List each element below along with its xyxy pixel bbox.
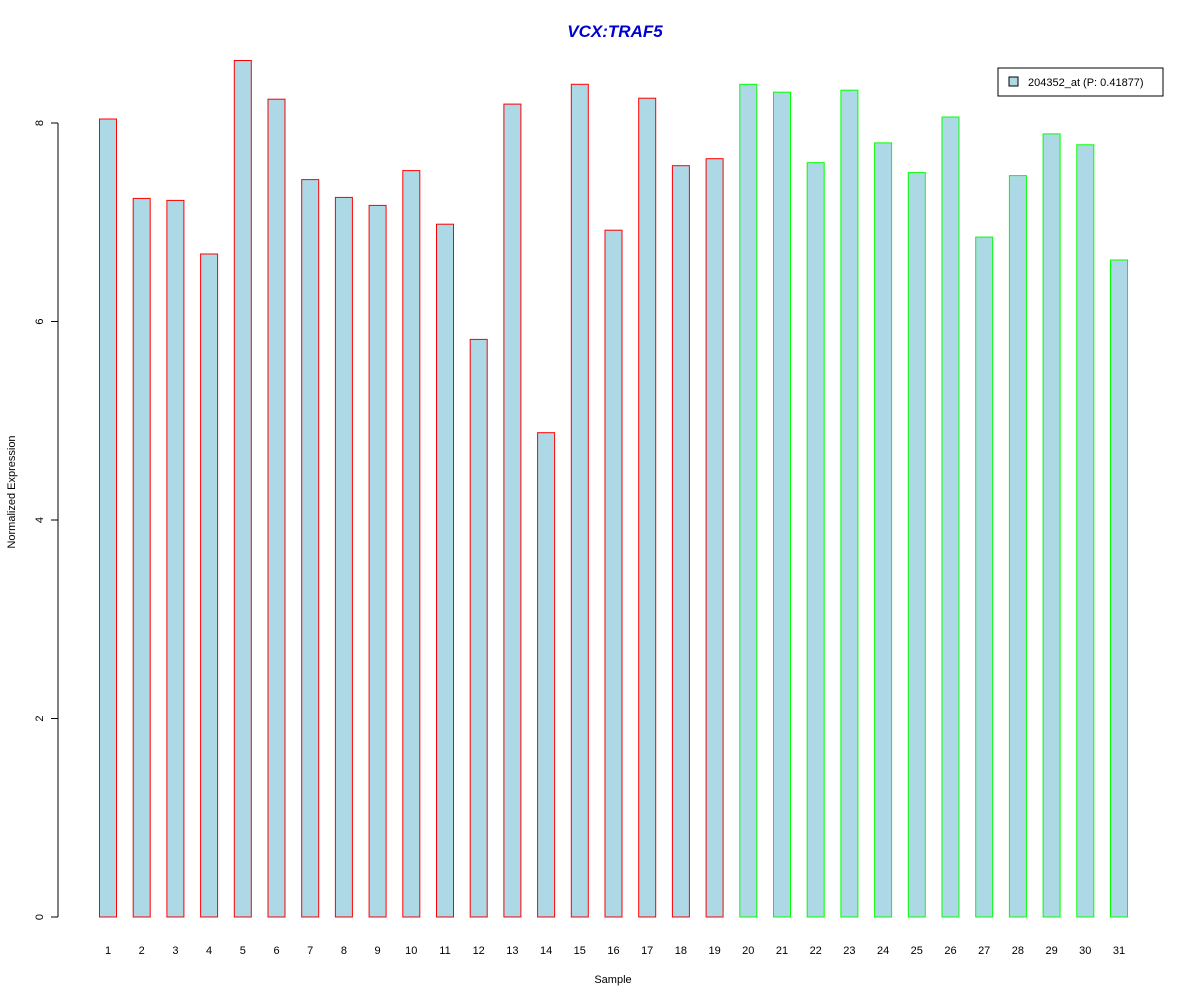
y-axis: 0 2 4 6 8: [34, 120, 59, 920]
x-tick-label: 9: [375, 945, 381, 957]
bar-sample-10: [402, 170, 421, 918]
x-tick-label: 15: [574, 945, 586, 957]
x-tick-label: 28: [1012, 945, 1024, 957]
bar-sample-4: [200, 253, 219, 918]
x-tick-label: 16: [607, 945, 619, 957]
x-tick-label: 13: [506, 945, 518, 957]
x-tick-label: 12: [473, 945, 485, 957]
x-tick-label: 14: [540, 945, 552, 957]
x-tick-label: 19: [708, 945, 720, 957]
bar-sample-17: [638, 97, 657, 918]
x-tick-label: 24: [877, 945, 889, 957]
bar-sample-27: [975, 236, 994, 918]
x-tick-label: 31: [1113, 945, 1125, 957]
x-tick-label: 17: [641, 945, 653, 957]
bar-sample-15: [570, 83, 589, 918]
x-tick-label: 18: [675, 945, 687, 957]
x-tick-label: 21: [776, 945, 788, 957]
x-tick-label: 10: [405, 945, 417, 957]
bar-sample-6: [267, 98, 286, 918]
bar-sample-19: [705, 158, 724, 918]
legend-swatch: [1008, 76, 1019, 87]
x-tick-label: 5: [240, 945, 246, 957]
x-tick-labels: 1 2 3 4 5 6 7 8 9 10 11 12 13 14 15 16 17 18 19 20 21 22 23 24 2…: [105, 945, 1125, 957]
x-tick-label: 23: [843, 945, 855, 957]
x-tick-label: 4: [206, 945, 212, 957]
legend: 204352_at (P: 0.41877): [997, 67, 1164, 97]
bar-sample-3: [166, 199, 185, 918]
bar-sample-16: [604, 229, 623, 918]
bar-sample-20: [739, 83, 758, 918]
bar-sample-1: [99, 118, 117, 918]
y-tick-label: 0: [34, 914, 46, 920]
y-tick-label: 2: [34, 715, 46, 721]
bar-sample-24: [874, 142, 893, 918]
y-tick-label: 4: [34, 517, 46, 523]
x-tick-label: 29: [1045, 945, 1057, 957]
x-tick-label: 30: [1079, 945, 1091, 957]
bar-sample-25: [907, 172, 926, 918]
chart-title: VCX:TRAF5: [567, 22, 663, 41]
x-axis-label: Sample: [594, 974, 631, 986]
y-tick-label: 6: [34, 318, 46, 324]
bar-sample-12: [469, 338, 488, 918]
x-tick-label: 11: [439, 945, 450, 957]
bar-sample-21: [773, 91, 791, 918]
bar-sample-8: [334, 196, 353, 918]
x-tick-label: 27: [978, 945, 990, 957]
x-tick-label: 22: [810, 945, 822, 957]
y-tick-label: 8: [34, 120, 46, 126]
x-tick-label: 7: [307, 945, 313, 957]
x-tick-label: 1: [105, 945, 111, 957]
y-axis-label: Normalized Expression: [6, 435, 18, 548]
x-tick-label: 6: [273, 945, 279, 957]
x-tick-label: 25: [911, 945, 923, 957]
bar-sample-30: [1076, 144, 1095, 918]
bar-sample-26: [941, 116, 960, 918]
x-tick-label: 26: [944, 945, 956, 957]
bar-sample-5: [233, 60, 252, 918]
x-tick-label: 20: [742, 945, 754, 957]
bar-sample-28: [1008, 175, 1027, 918]
bar-sample-22: [806, 162, 825, 918]
bar-sample-14: [537, 432, 556, 918]
bar-sample-2: [132, 197, 151, 918]
bar-sample-13: [503, 103, 522, 918]
x-tick-label: 8: [341, 945, 347, 957]
bar-sample-9: [368, 204, 387, 918]
bar-sample-29: [1042, 133, 1061, 918]
bar-sample-23: [840, 89, 859, 918]
bar-sample-11: [436, 223, 454, 918]
x-tick-label: 2: [139, 945, 145, 957]
legend-box: [997, 67, 1164, 97]
legend-label: 204352_at (P: 0.41877): [1028, 77, 1144, 89]
x-tick-label: 3: [172, 945, 178, 957]
bar-sample-7: [301, 179, 320, 918]
bars-group: [99, 60, 1128, 918]
bar-sample-31: [1110, 259, 1128, 918]
bar-sample-18: [671, 165, 690, 918]
